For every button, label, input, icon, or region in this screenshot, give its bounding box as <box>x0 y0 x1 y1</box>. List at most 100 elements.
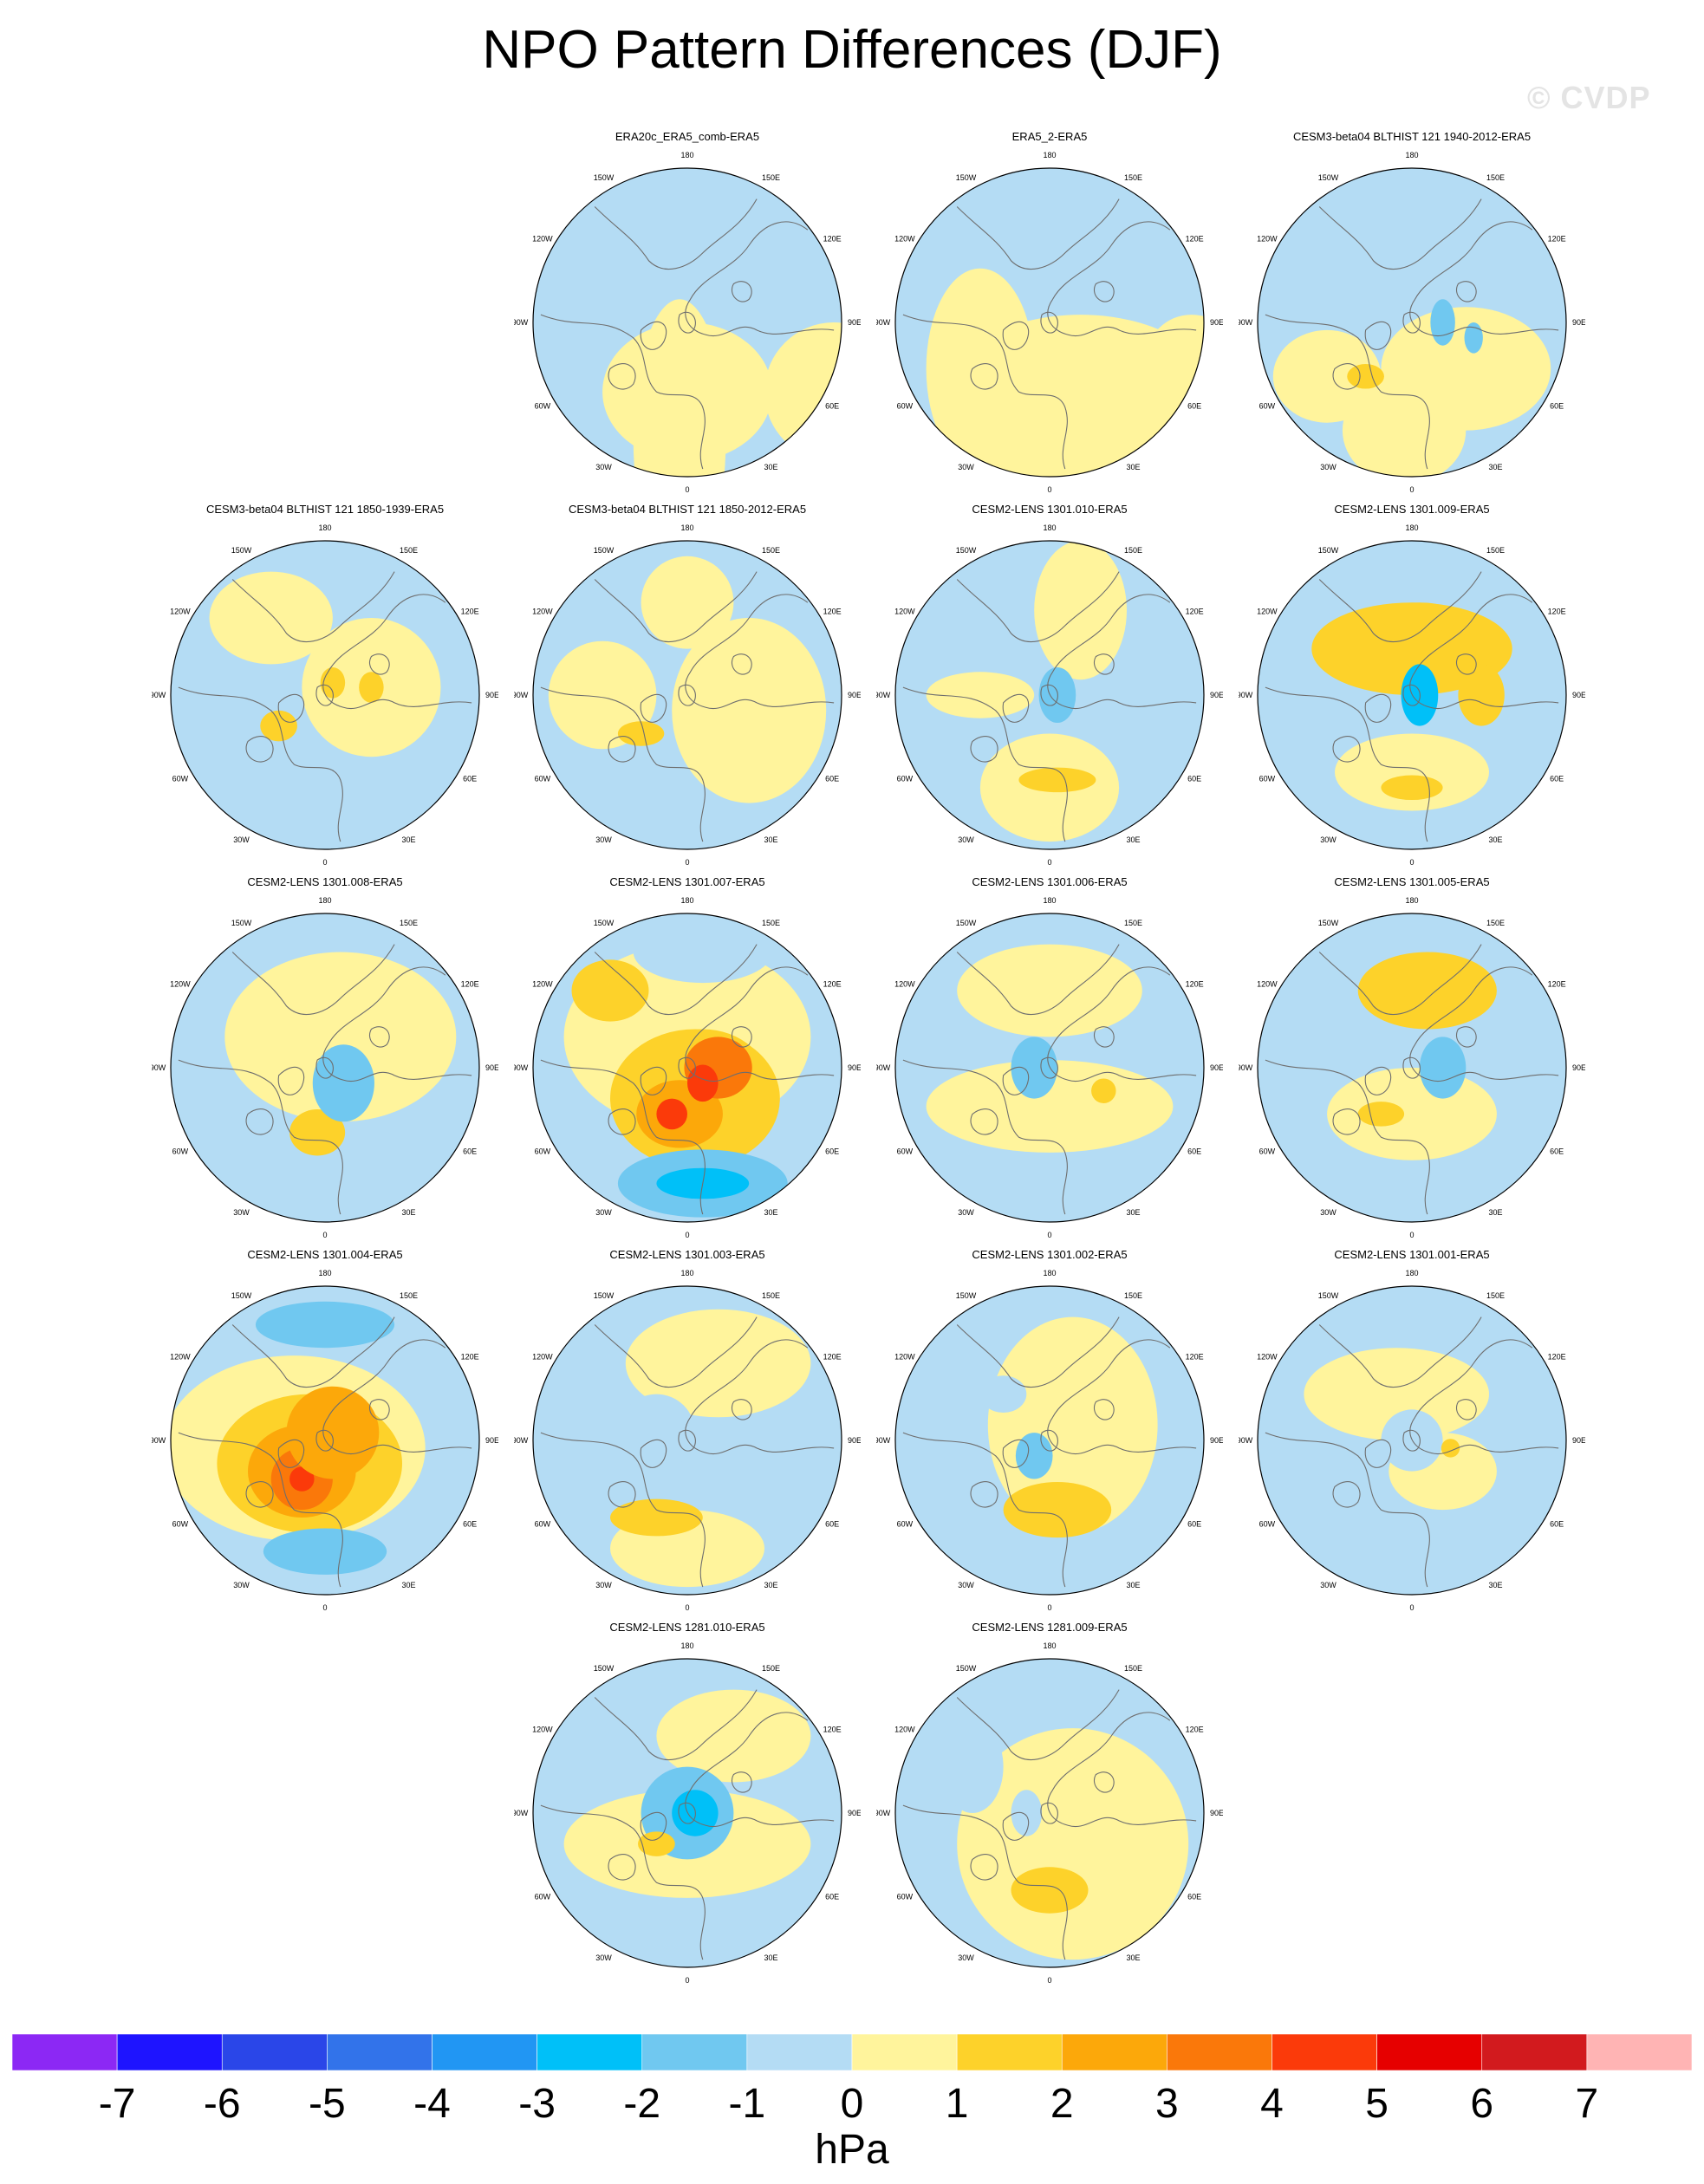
positive-anomaly <box>548 640 657 750</box>
negative-anomaly <box>1464 322 1483 354</box>
coastline <box>246 1109 273 1134</box>
coastline <box>971 1109 998 1134</box>
positive-anomaly <box>987 1316 1158 1533</box>
colorbar-segment <box>1167 2034 1272 2071</box>
coastline <box>369 1027 389 1047</box>
longitude-label: 150W <box>231 1291 252 1300</box>
longitude-label: 30E <box>1488 1208 1502 1217</box>
coastline <box>686 595 834 709</box>
coastline <box>1265 1060 1429 1214</box>
coastline <box>641 322 666 349</box>
longitude-label: 150E <box>400 546 418 555</box>
longitude-label: 60W <box>172 775 189 783</box>
coastline <box>686 1713 834 1827</box>
longitude-label: 150E <box>762 919 780 927</box>
longitude-label: 30W <box>1320 1208 1337 1217</box>
coastline <box>686 1340 834 1454</box>
panel-title: CESM3-beta04 BLTHIST 121 1940-2012-ERA5 <box>1292 130 1532 143</box>
longitude-label: 60E <box>1187 775 1201 783</box>
longitude-label: 120W <box>894 1726 915 1734</box>
positive-anomaly <box>656 1098 687 1130</box>
map-rim <box>1257 167 1567 478</box>
positive-anomaly <box>286 1386 380 1479</box>
coastline <box>1041 1057 1057 1078</box>
coastline <box>1094 282 1114 302</box>
positive-anomaly <box>633 299 726 477</box>
longitude-label: 90W <box>514 318 529 327</box>
colorbar-tick-label: -4 <box>413 2081 451 2127</box>
coastline <box>179 687 342 842</box>
map-panel: CESM2-LENS 1301.010-ERA5 180 150E 120E 90E 60… <box>876 503 1223 867</box>
longitude-label: 60E <box>1187 1520 1201 1529</box>
coastline <box>641 1812 666 1840</box>
coastline <box>679 685 695 705</box>
coastline <box>608 737 635 762</box>
colorbar-tick-label: -5 <box>309 2081 346 2127</box>
coastline <box>316 1430 333 1451</box>
positive-anomaly <box>1327 1068 1497 1160</box>
coastline <box>541 687 705 842</box>
longitude-label: 90E <box>1572 1436 1585 1445</box>
longitude-label: 60E <box>1550 1520 1564 1529</box>
longitude-label: 150W <box>956 1664 977 1673</box>
coastline <box>903 315 1067 469</box>
longitude-label: 60E <box>1550 775 1564 783</box>
polar-map: 180 150E 120E 90E 60E 30E 0 30W 60W 90W 120W 150W <box>152 1269 498 1612</box>
coastline <box>608 1482 635 1507</box>
longitude-label: 90W <box>1239 1063 1253 1072</box>
longitude-label: 150W <box>594 546 615 555</box>
longitude-label: 180 <box>680 151 693 159</box>
longitude-label: 30E <box>1126 1208 1140 1217</box>
longitude-label: 120W <box>532 980 553 989</box>
longitude-label: 0 <box>685 485 689 494</box>
coastline <box>679 1057 695 1078</box>
longitude-label: 0 <box>1409 1603 1414 1612</box>
coastline <box>179 1060 342 1214</box>
colorbar-tick-label: -3 <box>518 2081 556 2127</box>
longitude-label: 60E <box>463 775 477 783</box>
positive-anomaly <box>1311 602 1512 695</box>
coastline <box>1265 1433 1429 1587</box>
longitude-label: 60E <box>1187 402 1201 411</box>
colorbar-segment <box>12 2034 118 2071</box>
longitude-label: 90E <box>1210 318 1223 327</box>
longitude-label: 120E <box>823 608 842 616</box>
map-rim <box>894 167 1205 478</box>
positive-anomaly <box>224 952 457 1122</box>
positive-anomaly <box>1458 664 1505 726</box>
coastline <box>732 654 751 674</box>
panel-title: ERA20c_ERA5_comb-ERA5 <box>615 130 760 143</box>
coastline <box>1048 222 1196 336</box>
longitude-label: 60E <box>1550 402 1564 411</box>
longitude-label: 90E <box>848 318 861 327</box>
coastline <box>595 199 757 270</box>
longitude-label: 120W <box>894 1353 915 1362</box>
coastline <box>957 572 1119 642</box>
colorbar-segment <box>956 2034 1063 2071</box>
longitude-label: 90E <box>1210 1809 1223 1817</box>
longitude-label: 90E <box>1572 691 1585 699</box>
colorbar-tick-label: -1 <box>728 2081 766 2127</box>
longitude-label: 30W <box>958 1208 974 1217</box>
negative-anomaly <box>633 920 772 984</box>
coastline <box>278 694 303 722</box>
panel-title: CESM2-LENS 1301.009-ERA5 <box>1334 503 1490 516</box>
colorbar-tick-label: 2 <box>1050 2081 1074 2127</box>
coastline <box>1365 694 1390 722</box>
longitude-label: 30E <box>1126 463 1140 471</box>
positive-anomaly <box>926 672 1035 718</box>
longitude-label: 120E <box>1186 1726 1204 1734</box>
coastline <box>1048 1340 1196 1454</box>
longitude-label: 0 <box>685 1231 689 1239</box>
coastline <box>971 1855 998 1880</box>
polar-map: 180 150E 120E 90E 60E 30E 0 30W 60W 90W 120W 150W <box>514 1269 861 1612</box>
coastline <box>1041 685 1057 705</box>
longitude-label: 120E <box>1548 1353 1566 1362</box>
map-rim <box>532 913 842 1223</box>
longitude-label: 150W <box>1318 919 1339 927</box>
positive-anomaly <box>1347 364 1384 389</box>
coastline <box>1403 1430 1420 1451</box>
longitude-label: 30W <box>595 1581 612 1589</box>
negative-anomaly <box>979 1375 1027 1413</box>
coastline <box>323 1340 472 1454</box>
